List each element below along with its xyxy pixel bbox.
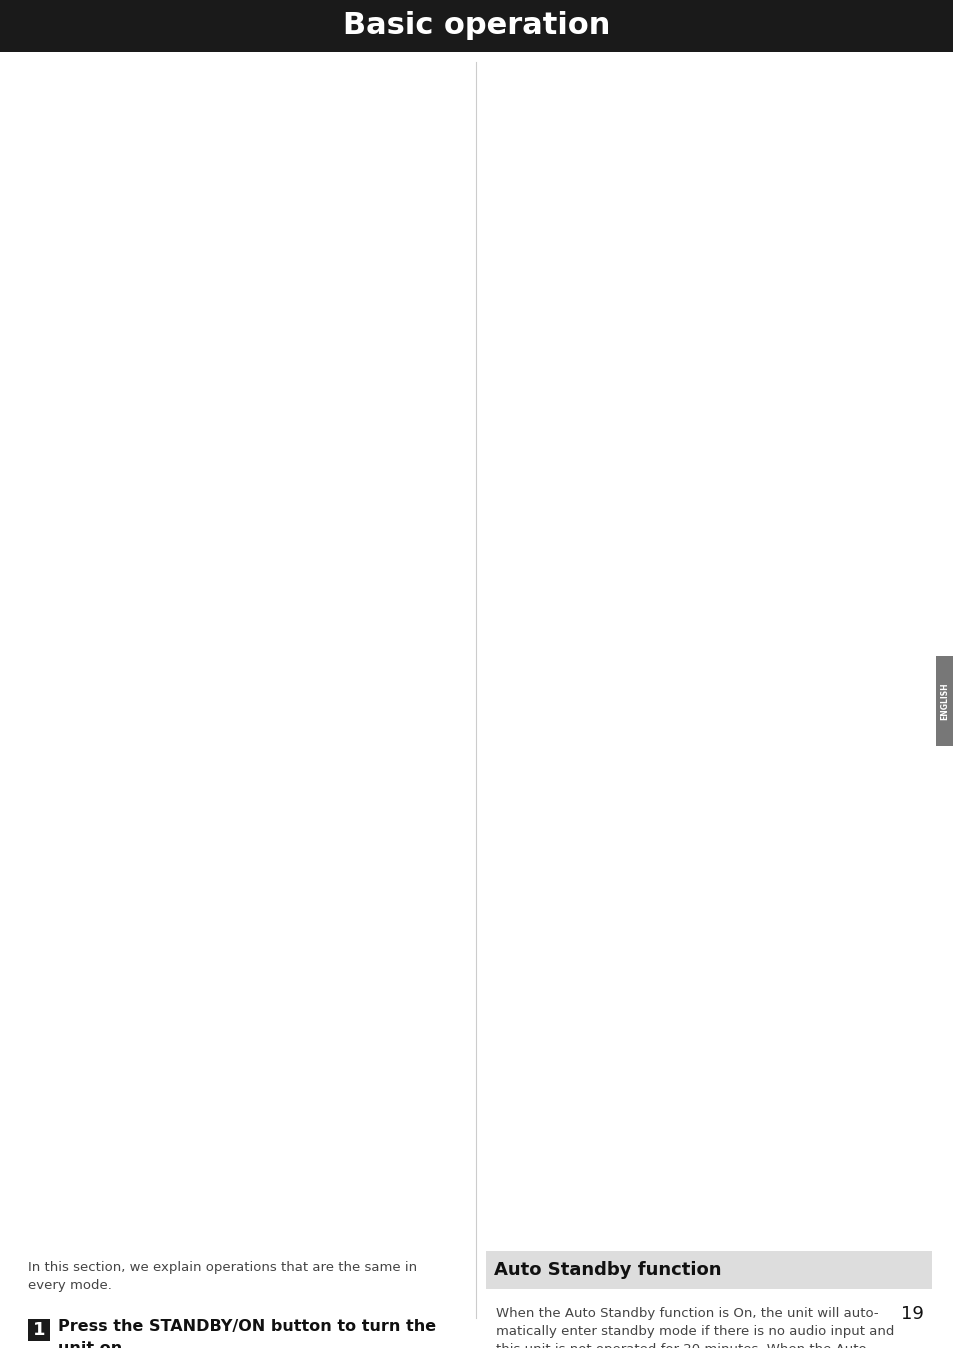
Text: When the Auto Standby function is On, the unit will auto-: When the Auto Standby function is On, th… (496, 1308, 878, 1320)
Text: Auto Standby function: Auto Standby function (494, 1260, 720, 1279)
Text: 1: 1 (32, 1321, 45, 1339)
Text: In this section, we explain operations that are the same in: In this section, we explain operations t… (28, 1260, 416, 1274)
Bar (485, 1251, 931, 1289)
Bar (0, 0, 953, 53)
Text: ENGLISH: ENGLISH (940, 682, 948, 720)
Text: 19: 19 (901, 1305, 923, 1322)
Text: this unit is not operated for 20 minutes. When the Auto: this unit is not operated for 20 minutes… (496, 1343, 865, 1348)
Text: Basic operation: Basic operation (343, 12, 610, 40)
Bar (935, 656, 953, 745)
Bar (28, 1318, 50, 1341)
Text: unit on.: unit on. (58, 1341, 129, 1348)
Text: matically enter standby mode if there is no audio input and: matically enter standby mode if there is… (496, 1325, 894, 1339)
Text: every mode.: every mode. (28, 1279, 112, 1291)
Text: Press the STANDBY/ON button to turn the: Press the STANDBY/ON button to turn the (58, 1318, 436, 1335)
